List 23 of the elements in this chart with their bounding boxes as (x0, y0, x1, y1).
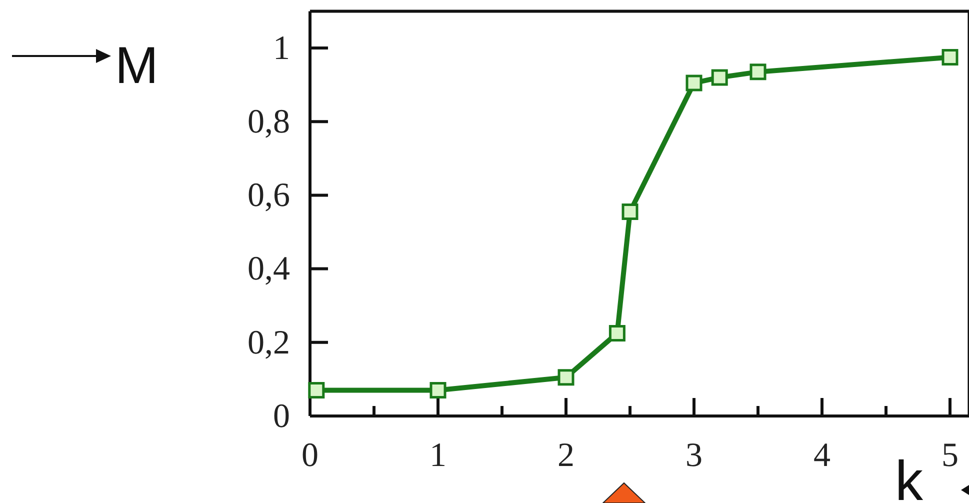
y-tick-label: 0,8 (248, 103, 290, 140)
y-tick-label: 1 (273, 30, 290, 67)
x-tick-label: 2 (558, 437, 574, 474)
x-tick-label: 5 (942, 437, 958, 474)
point (686, 74, 702, 92)
y-tick-label: 0,4 (248, 250, 290, 288)
point (622, 204, 638, 220)
x-tick-label: 0 (302, 437, 318, 474)
point (308, 382, 325, 398)
y-tick-label: 0,2 (248, 324, 290, 362)
point (608, 324, 626, 342)
y-axis-title: M (115, 37, 158, 95)
point (750, 64, 766, 80)
point (430, 382, 446, 398)
point (942, 48, 958, 66)
y-tick-label: 0 (273, 398, 290, 435)
x-tick-label: 4 (814, 437, 830, 474)
x-axis-title: k (895, 449, 924, 503)
x-tick-label: 3 (686, 437, 702, 474)
y-tick-label: 0,6 (248, 177, 290, 214)
point (711, 69, 728, 86)
point (558, 369, 574, 386)
x-tick-label: 1 (430, 437, 446, 474)
